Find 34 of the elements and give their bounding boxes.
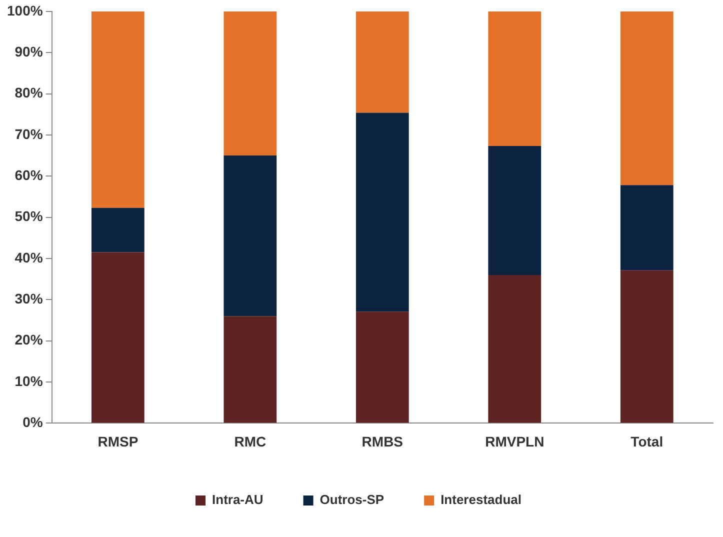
bar: [224, 316, 277, 423]
y-tick-label: 60%: [14, 166, 44, 183]
legend-label: Interestadual: [440, 492, 522, 508]
legend-label: Outros-SP: [320, 492, 384, 508]
y-tick-label: 30%: [14, 290, 44, 307]
y-tick-label: 10%: [14, 372, 44, 389]
x-tick-label: RMC: [234, 433, 266, 450]
bar: [488, 11, 542, 146]
bar: [356, 11, 409, 113]
bar: [620, 270, 674, 423]
bar: [620, 11, 674, 186]
y-tick-label: 90%: [14, 43, 44, 60]
x-tick-label: Total: [630, 433, 664, 450]
y-tick-label: 100%: [6, 2, 44, 18]
y-tick-label: 80%: [14, 84, 44, 101]
bar: [356, 312, 409, 423]
bar: [91, 11, 144, 208]
bar: [488, 274, 542, 423]
legend-label: Intra-AU: [212, 492, 264, 508]
y-tick-label: 0%: [22, 414, 44, 430]
x-tick-label: RMSP: [98, 433, 138, 450]
bar: [91, 208, 144, 252]
bar: [224, 11, 277, 156]
x-tick-label: RMVPLN: [485, 433, 544, 450]
x-tick-label: RMBS: [362, 433, 404, 450]
bar: [620, 185, 674, 270]
y-tick-label: 70%: [14, 126, 44, 142]
y-tick-label: 50%: [14, 208, 44, 224]
y-tick-label: 20%: [14, 332, 44, 348]
bar: [224, 156, 277, 316]
bar: [488, 146, 542, 275]
y-tick-label: 40%: [14, 249, 44, 266]
bar: [91, 252, 144, 423]
bar: [356, 112, 409, 312]
